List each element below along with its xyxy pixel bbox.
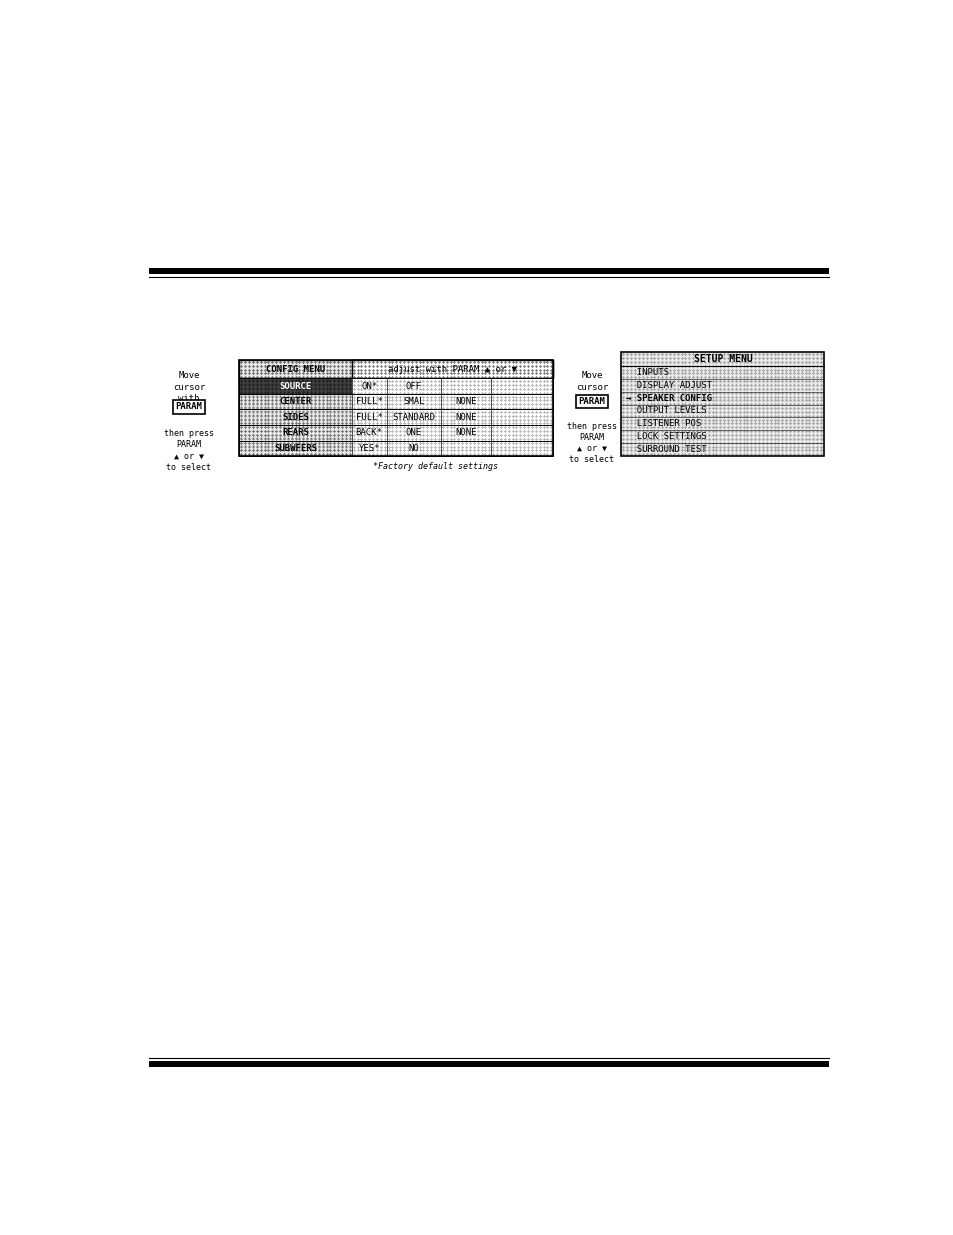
Text: SURROUND TEST: SURROUND TEST <box>625 446 706 454</box>
Text: SUBWFERS: SUBWFERS <box>274 443 316 453</box>
Text: NONE: NONE <box>455 398 476 406</box>
Text: OFF: OFF <box>405 382 421 390</box>
Text: ON*: ON* <box>361 382 376 390</box>
Text: PARAM: PARAM <box>175 403 202 411</box>
Text: BACK*: BACK* <box>355 429 382 437</box>
Text: Move
cursor
with: Move cursor with <box>172 372 205 403</box>
Bar <box>352 378 553 394</box>
Text: CONFIG MENU: CONFIG MENU <box>266 364 325 374</box>
Text: YES*: YES* <box>358 443 379 453</box>
Bar <box>239 359 553 456</box>
Text: CENTER: CENTER <box>279 398 312 406</box>
Bar <box>239 425 352 441</box>
Text: SETUP MENU: SETUP MENU <box>693 354 752 364</box>
Text: then press
PARAM
▲ or ▼
to select: then press PARAM ▲ or ▼ to select <box>164 430 213 472</box>
Text: FULL*: FULL* <box>355 412 382 421</box>
Bar <box>352 394 553 410</box>
Text: → SPEAKER CONFIG: → SPEAKER CONFIG <box>625 394 711 403</box>
Text: LISTENER POS: LISTENER POS <box>625 420 700 429</box>
Bar <box>239 359 553 456</box>
Bar <box>352 425 553 441</box>
Bar <box>149 268 828 274</box>
Bar <box>352 359 553 378</box>
Bar <box>239 394 352 410</box>
Text: PARAM: PARAM <box>578 396 605 406</box>
Text: LOCK SETTINGS: LOCK SETTINGS <box>625 432 706 441</box>
Bar <box>149 1061 828 1067</box>
Text: adjust with PARAM ▲ or ▼: adjust with PARAM ▲ or ▼ <box>388 364 517 374</box>
Bar <box>352 441 553 456</box>
Bar <box>352 359 553 378</box>
Text: REARS: REARS <box>282 429 309 437</box>
Text: SOURCE: SOURCE <box>279 382 312 390</box>
Text: INPUTS: INPUTS <box>625 368 668 377</box>
Text: NONE: NONE <box>455 412 476 421</box>
Text: Move
cursor
with: Move cursor with <box>576 372 607 403</box>
Text: NO: NO <box>408 443 418 453</box>
Text: NONE: NONE <box>455 429 476 437</box>
Bar <box>352 410 553 425</box>
Text: ONE: ONE <box>405 429 421 437</box>
Text: SIDES: SIDES <box>282 412 309 421</box>
Bar <box>239 359 553 378</box>
Text: DISPLAY ADJUST: DISPLAY ADJUST <box>625 380 711 390</box>
Bar <box>620 352 823 456</box>
Bar <box>239 441 352 456</box>
Bar <box>239 410 352 425</box>
Bar <box>239 378 352 394</box>
Text: then press
PARAM
▲ or ▼
to select: then press PARAM ▲ or ▼ to select <box>566 421 617 464</box>
Bar <box>620 352 823 456</box>
Text: *Factory default settings: *Factory default settings <box>373 462 497 472</box>
Text: FULL*: FULL* <box>355 398 382 406</box>
Text: SMAL: SMAL <box>402 398 424 406</box>
Bar <box>239 378 352 394</box>
Text: OUTPUT LEVELS: OUTPUT LEVELS <box>625 406 706 415</box>
Text: STANDARD: STANDARD <box>392 412 435 421</box>
Bar <box>239 359 553 378</box>
